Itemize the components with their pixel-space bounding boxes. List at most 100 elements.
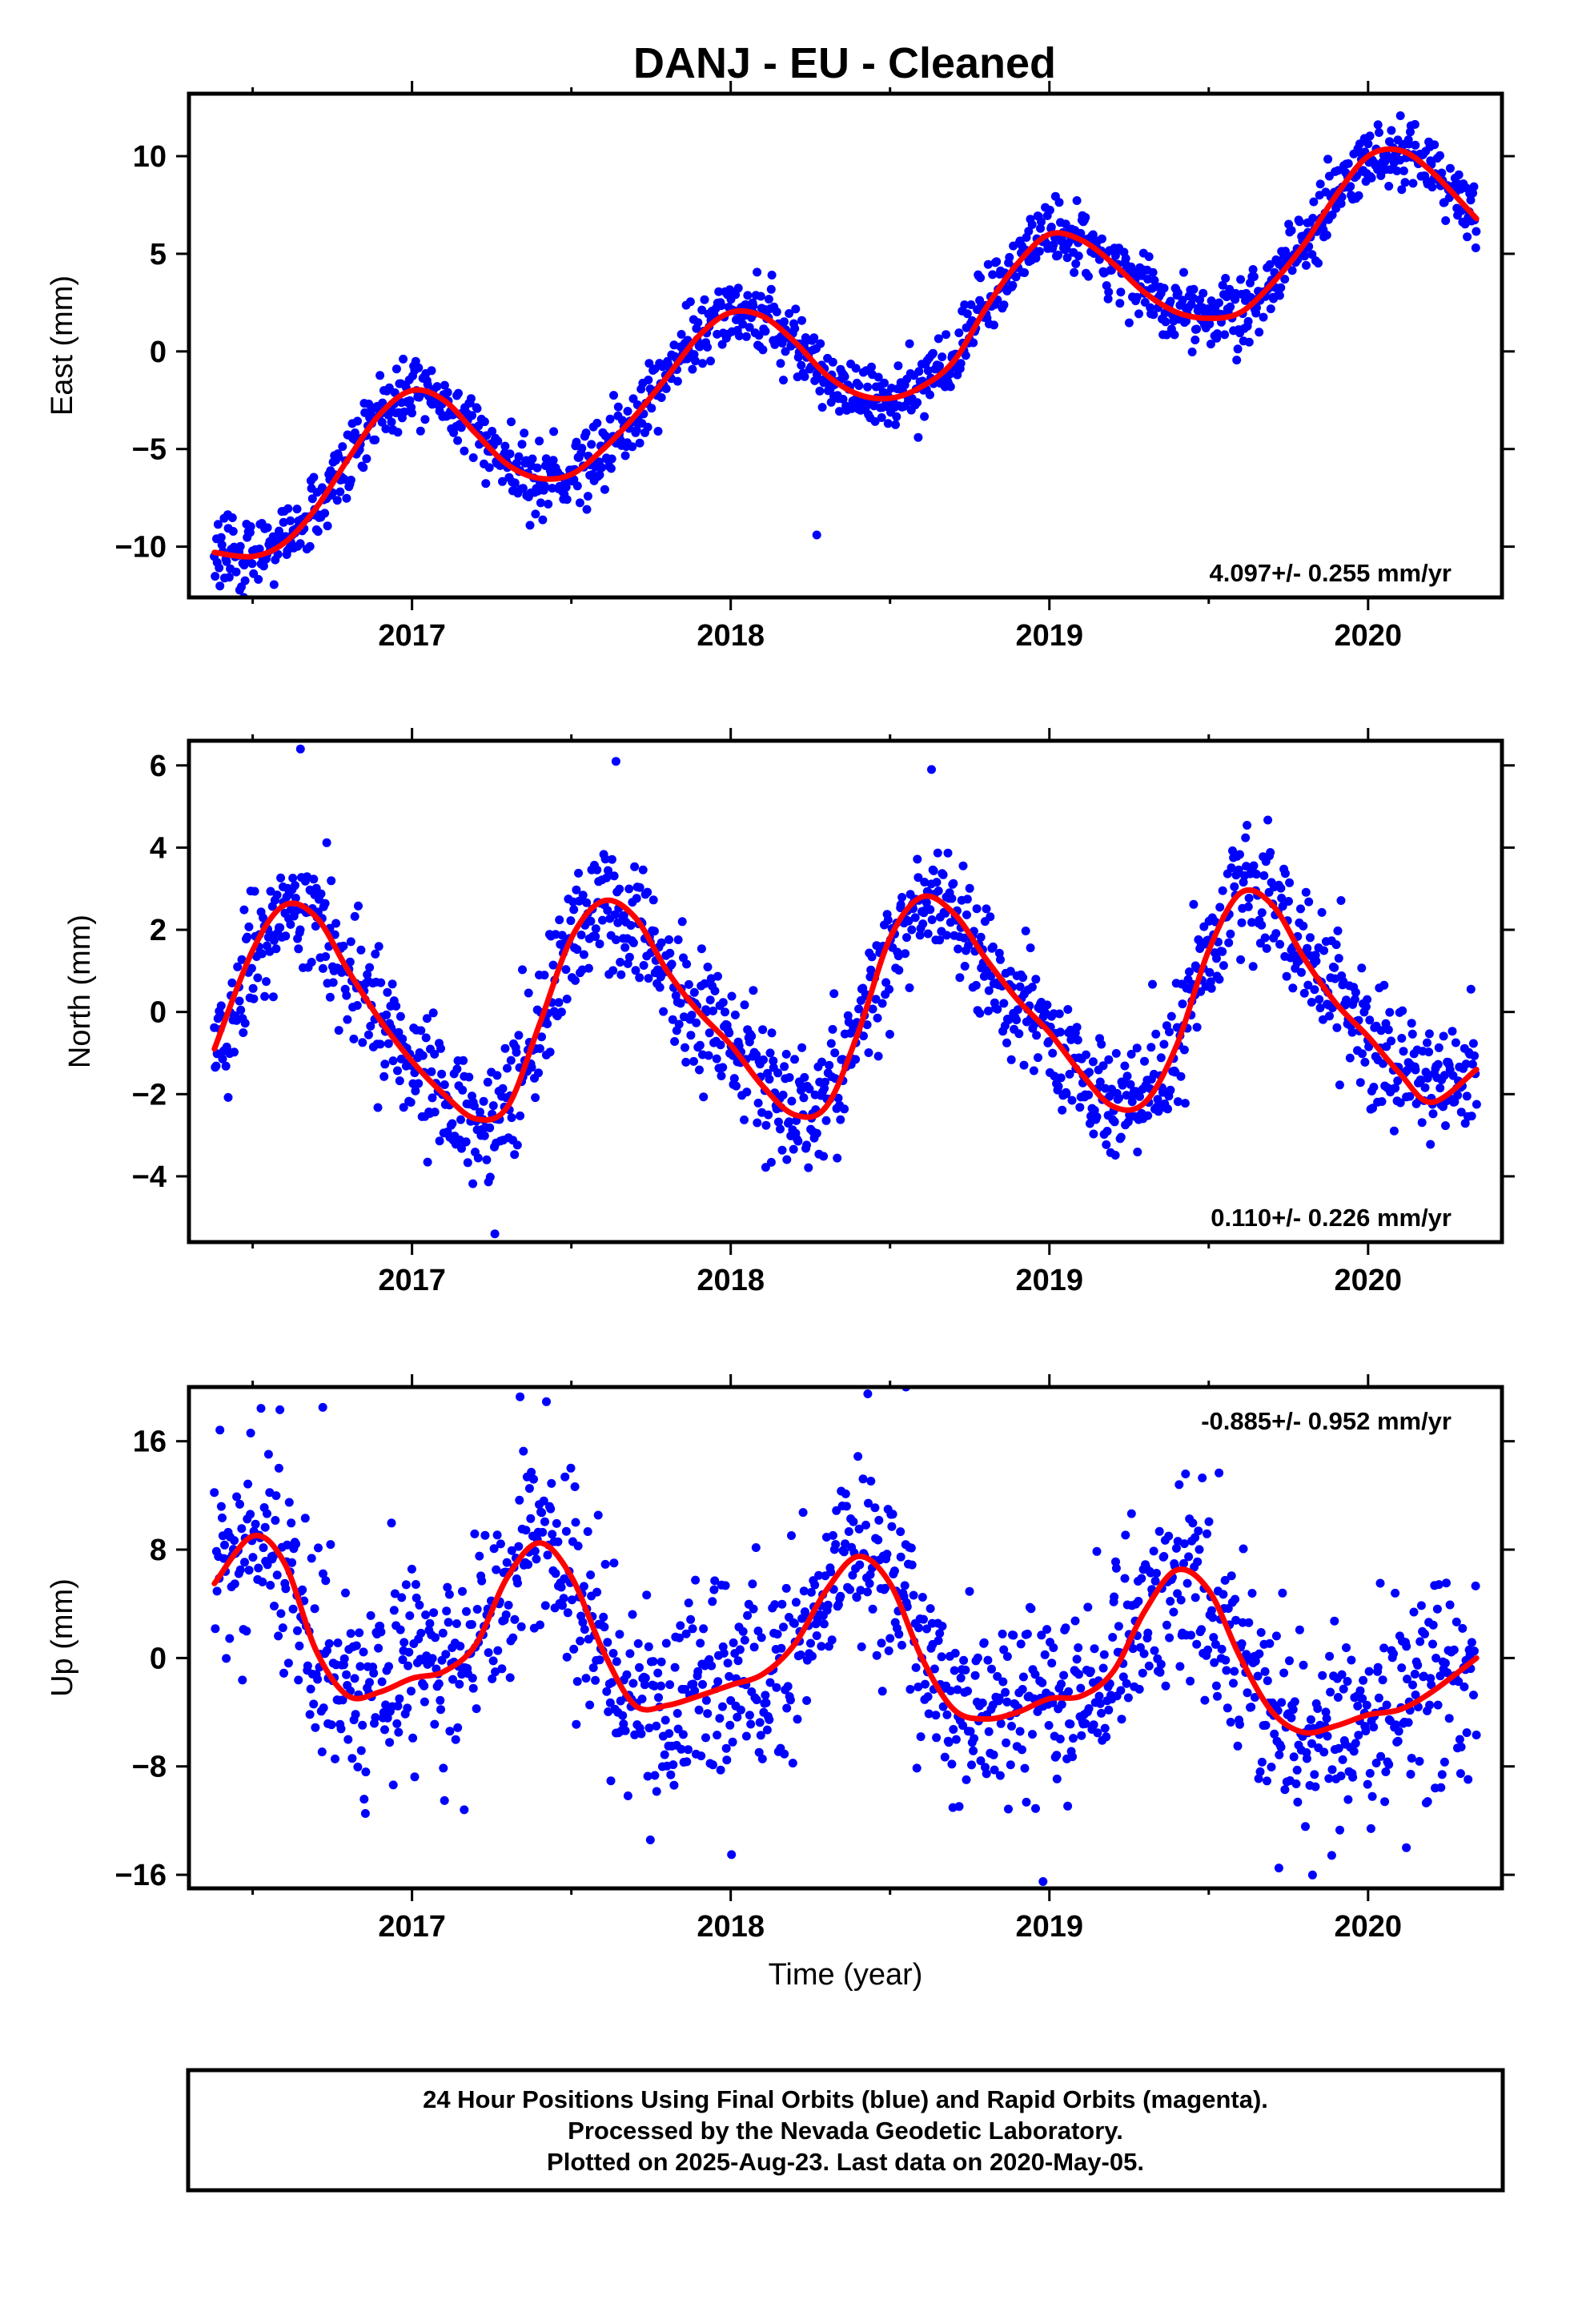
data-point	[211, 1061, 221, 1071]
data-point	[677, 917, 687, 927]
data-point	[387, 979, 397, 989]
data-point	[604, 866, 612, 875]
data-point	[674, 1019, 684, 1029]
data-point	[572, 437, 581, 447]
data-point	[1403, 1718, 1413, 1727]
data-point	[531, 509, 540, 519]
data-point	[358, 1038, 367, 1047]
data-point	[793, 1715, 802, 1724]
data-point	[873, 1013, 882, 1023]
data-point	[777, 1643, 786, 1653]
data-point	[479, 1096, 488, 1106]
data-point	[1358, 1694, 1367, 1703]
data-point	[962, 309, 972, 319]
data-point	[1364, 1042, 1374, 1051]
data-point	[1164, 1531, 1174, 1541]
data-point	[1018, 973, 1028, 983]
footer-line-1: 24 Hour Positions Using Final Orbits (bl…	[423, 2085, 1268, 2113]
data-point	[1036, 223, 1045, 233]
data-point	[320, 899, 330, 908]
data-point	[1327, 1851, 1336, 1860]
data-point	[1236, 275, 1246, 284]
data-point	[753, 1118, 762, 1128]
data-point	[791, 304, 801, 314]
north-points	[210, 744, 1481, 1239]
data-point	[501, 1610, 511, 1619]
data-point	[1395, 111, 1405, 120]
data-point	[1213, 1691, 1222, 1701]
data-point	[971, 980, 981, 990]
data-point	[1054, 1009, 1064, 1019]
data-point	[507, 1546, 516, 1555]
data-point	[608, 1649, 618, 1658]
data-point	[1432, 1604, 1442, 1614]
data-point	[239, 1028, 248, 1037]
data-point	[1058, 1105, 1067, 1115]
data-point	[349, 1034, 359, 1043]
data-point	[356, 1746, 366, 1755]
data-point	[548, 1530, 557, 1539]
data-point	[616, 958, 625, 967]
data-point	[1321, 1707, 1331, 1717]
data-point	[877, 1687, 887, 1696]
data-point	[797, 1086, 805, 1095]
data-point	[1215, 975, 1224, 984]
data-point	[1123, 1117, 1133, 1127]
data-point	[605, 414, 615, 424]
data-point	[1057, 1679, 1066, 1689]
data-point	[600, 1622, 609, 1632]
data-point	[989, 1750, 998, 1759]
data-point	[1336, 1771, 1346, 1781]
data-point	[608, 1678, 616, 1687]
data-point	[1231, 1594, 1240, 1604]
data-point	[1233, 344, 1243, 354]
data-point	[696, 1638, 705, 1648]
data-point	[620, 943, 630, 952]
data-point	[1120, 1574, 1130, 1583]
data-point	[661, 1715, 670, 1725]
data-point	[365, 963, 375, 972]
data-point	[962, 895, 972, 904]
data-point	[323, 1646, 331, 1655]
data-point	[1350, 995, 1359, 1004]
data-point	[405, 396, 415, 405]
data-point	[836, 1591, 845, 1601]
data-point	[697, 944, 706, 954]
data-point	[698, 359, 707, 368]
data-point	[217, 540, 227, 549]
data-point	[1187, 348, 1197, 356]
data-point	[1453, 1091, 1463, 1100]
data-point	[954, 328, 964, 338]
data-point	[545, 1047, 555, 1057]
x-tick-label: 2017	[378, 619, 446, 653]
data-point	[1074, 251, 1083, 261]
footer-frame	[186, 2068, 1505, 2193]
data-point	[1095, 1699, 1105, 1708]
data-point	[1363, 995, 1372, 1004]
data-point	[1002, 1038, 1011, 1047]
data-point	[244, 922, 254, 931]
data-point	[269, 580, 279, 589]
data-point	[1175, 1662, 1185, 1671]
data-point	[553, 1537, 563, 1546]
data-point	[632, 894, 641, 903]
data-point	[584, 963, 593, 973]
data-point	[733, 1712, 742, 1722]
data-point	[582, 898, 592, 907]
data-point	[543, 1019, 552, 1028]
data-point	[642, 1590, 652, 1600]
data-point	[1222, 1666, 1231, 1675]
data-point	[393, 1066, 402, 1076]
data-point	[1166, 1011, 1176, 1021]
data-point	[1411, 1691, 1420, 1699]
data-point	[1076, 228, 1086, 238]
data-point	[954, 1802, 964, 1811]
data-point	[1006, 1760, 1015, 1770]
data-point	[955, 973, 965, 983]
data-point	[682, 1757, 692, 1767]
data-point	[990, 1765, 999, 1775]
data-point	[904, 916, 913, 926]
data-point	[640, 1680, 649, 1690]
data-point	[1055, 1735, 1065, 1743]
data-point	[1191, 1593, 1200, 1602]
